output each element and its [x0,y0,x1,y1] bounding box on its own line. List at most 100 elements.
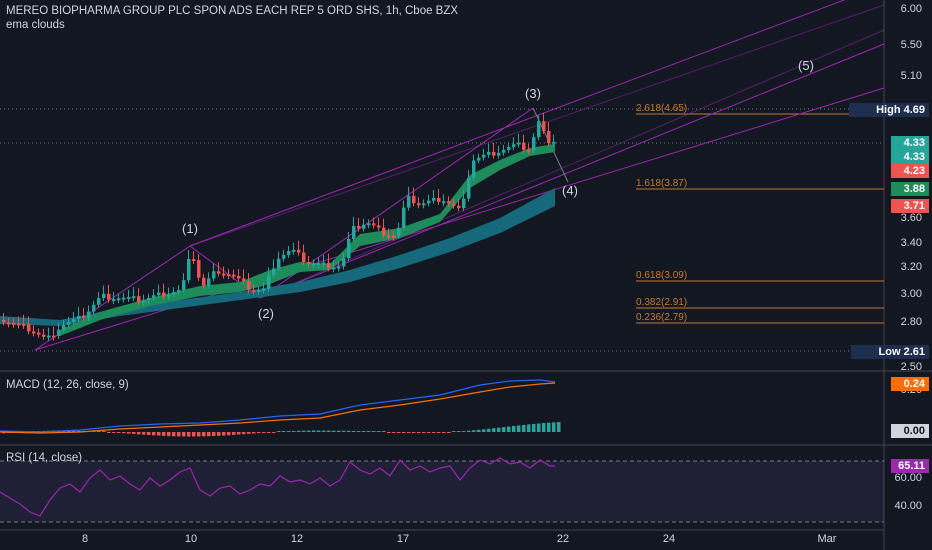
macd-bar [357,431,361,432]
macd-bar [322,430,326,432]
candle-body [42,334,46,337]
macd-bar [267,432,271,433]
macd-bar [522,424,526,432]
macd-bar [292,430,296,432]
macd-bar [72,430,76,432]
time-tick: 24 [662,533,676,545]
price-tick: 2.50 [900,361,922,373]
indicator-label: ema clouds [6,19,65,31]
macd-bar [232,432,236,435]
candle-body [457,205,461,209]
rsi-line [0,457,555,517]
candle-body [232,274,236,277]
candle-body [167,294,171,297]
time-tick: Mar [817,533,837,545]
candle-body [552,141,556,144]
candle-body [467,178,471,199]
candle-body [517,142,521,145]
price-tick: 6.00 [900,3,922,15]
candle-body [292,249,296,252]
wave-label-1: (1) [182,221,198,236]
macd-bar [247,432,251,434]
candle-body [452,203,456,206]
candle-body [12,322,16,325]
macd-bar [392,432,396,433]
fib-label-0618: 0.618(3.09) [636,270,688,281]
candle-body [27,324,31,332]
macd-bar [177,432,181,437]
high-price-tag: High 4.69 [849,103,929,117]
candle-body [262,288,266,291]
macd-label: MACD (12, 26, close, 9) [6,379,129,391]
chart-title: MEREO BIOPHARMA GROUP PLC SPON ADS EACH … [6,5,459,17]
candle-body [82,316,86,319]
candle-body [112,299,116,301]
low-price-tag: Low 2.61 [851,345,929,359]
candle-body [97,298,101,305]
macd-bar [102,431,106,432]
candle-body [77,316,81,319]
macd-bar [277,431,281,432]
candle-body [267,275,271,289]
ema-red-tag: 4.23 [891,164,929,178]
macd-bar [137,432,141,435]
macd-bar [197,432,201,437]
fib-label-1618: 1.618(3.87) [636,178,688,189]
candle-body [87,311,91,319]
macd-bar [167,432,171,437]
candle-body [527,149,531,152]
candle-body [437,198,441,202]
wave-label-4: (4) [562,183,578,198]
macd-bar [257,432,261,434]
candle-body [427,200,431,204]
macd-bar [297,430,301,432]
candle-body [392,235,396,238]
macd-bar [487,428,491,432]
macd-bar [467,430,471,432]
macd-bar [507,426,511,432]
candle-body [52,335,56,338]
macd-bar [432,432,436,433]
candle-body [537,121,541,138]
candle-body [67,321,71,325]
macd-bar [422,432,426,433]
candle-body [477,157,481,161]
fib-lines [636,113,884,324]
candle-body [22,323,26,326]
candle-body [307,262,311,264]
macd-bar [542,423,546,432]
candle-body [7,322,11,325]
candle-body [152,295,156,298]
macd-bar [142,432,146,435]
fib-label-2618: 2.618(4.65) [636,103,688,114]
candle-body [32,331,36,334]
macd-bar [412,432,416,433]
macd-histogram [2,422,561,437]
candle-body [342,258,346,267]
candle-body [382,227,386,236]
macd-bar [222,432,226,436]
macd-bar [417,432,421,433]
macd-bar [442,432,446,433]
macd-bar [127,432,131,434]
macd-bar [437,432,441,433]
time-tick: 10 [184,533,198,545]
candle-body [462,198,466,209]
candle-body [377,225,381,228]
last-price-tag: 4.33 [891,136,929,150]
candle-body [412,195,416,204]
candle-body [362,224,366,229]
candle-body [202,277,206,286]
macd-bar [497,427,501,432]
candle-body [172,292,176,295]
candle-body [487,151,491,155]
macd-bar [287,431,291,432]
ema-price-tag: 4.33 [891,150,929,164]
macd-bar [347,430,351,432]
macd-bar [317,430,321,432]
macd-bar [537,423,541,432]
macd-bar [462,431,466,432]
candle-body [107,293,111,300]
time-tick: 17 [396,533,410,545]
